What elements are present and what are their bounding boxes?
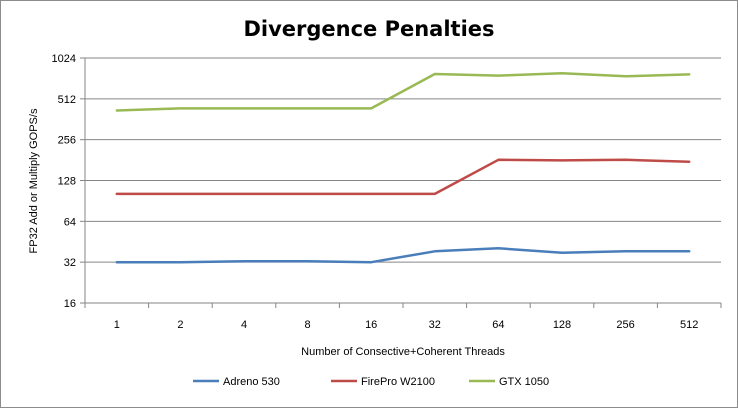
- y-tick-label: 1024: [52, 53, 76, 65]
- y-tick-label: 32: [64, 257, 76, 269]
- x-tick-label: 128: [553, 319, 571, 331]
- x-tick-label: 32: [429, 319, 441, 331]
- y-tick-label: 512: [58, 94, 76, 106]
- x-axis-title: Number of Consective+Coherent Threads: [301, 346, 505, 358]
- series-lines: [115, 72, 691, 264]
- x-tick-label: 8: [305, 319, 311, 331]
- y-tick-label: 16: [64, 298, 76, 310]
- legend: Adreno 530 FirePro W2100 GTX 1050: [193, 376, 549, 388]
- gridlines: [80, 57, 721, 304]
- x-tick-label: 512: [680, 319, 698, 331]
- legend-label-firepro-w2100: FirePro W2100: [361, 376, 435, 388]
- x-tick-labels: 1 2 4 8 16 32 64 128 256 512: [114, 319, 699, 331]
- series-line-firepro-w2100: [115, 158, 691, 196]
- x-tick-label: 16: [365, 319, 377, 331]
- axes: [84, 58, 722, 308]
- series-line-gtx-1050: [115, 72, 691, 112]
- series-line-adreno-530: [115, 247, 691, 264]
- y-tick-label: 64: [64, 216, 76, 228]
- x-tick-label: 64: [492, 319, 504, 331]
- x-tick-label: 1: [114, 319, 120, 331]
- x-tick-label: 4: [241, 319, 247, 331]
- legend-label-gtx-1050: GTX 1050: [499, 376, 549, 388]
- x-tick-label: 2: [177, 319, 183, 331]
- y-tick-labels: 16 32 64 128 256 512 1024: [52, 53, 76, 310]
- x-tick-label: 256: [616, 319, 634, 331]
- y-tick-label: 256: [58, 135, 76, 147]
- y-axis-title: FP32 Add or Multiply GOPS/s: [28, 108, 40, 253]
- legend-label-adreno-530: Adreno 530: [223, 376, 280, 388]
- chart-title: Divergence Penalties: [243, 17, 494, 41]
- y-tick-label: 128: [58, 176, 76, 188]
